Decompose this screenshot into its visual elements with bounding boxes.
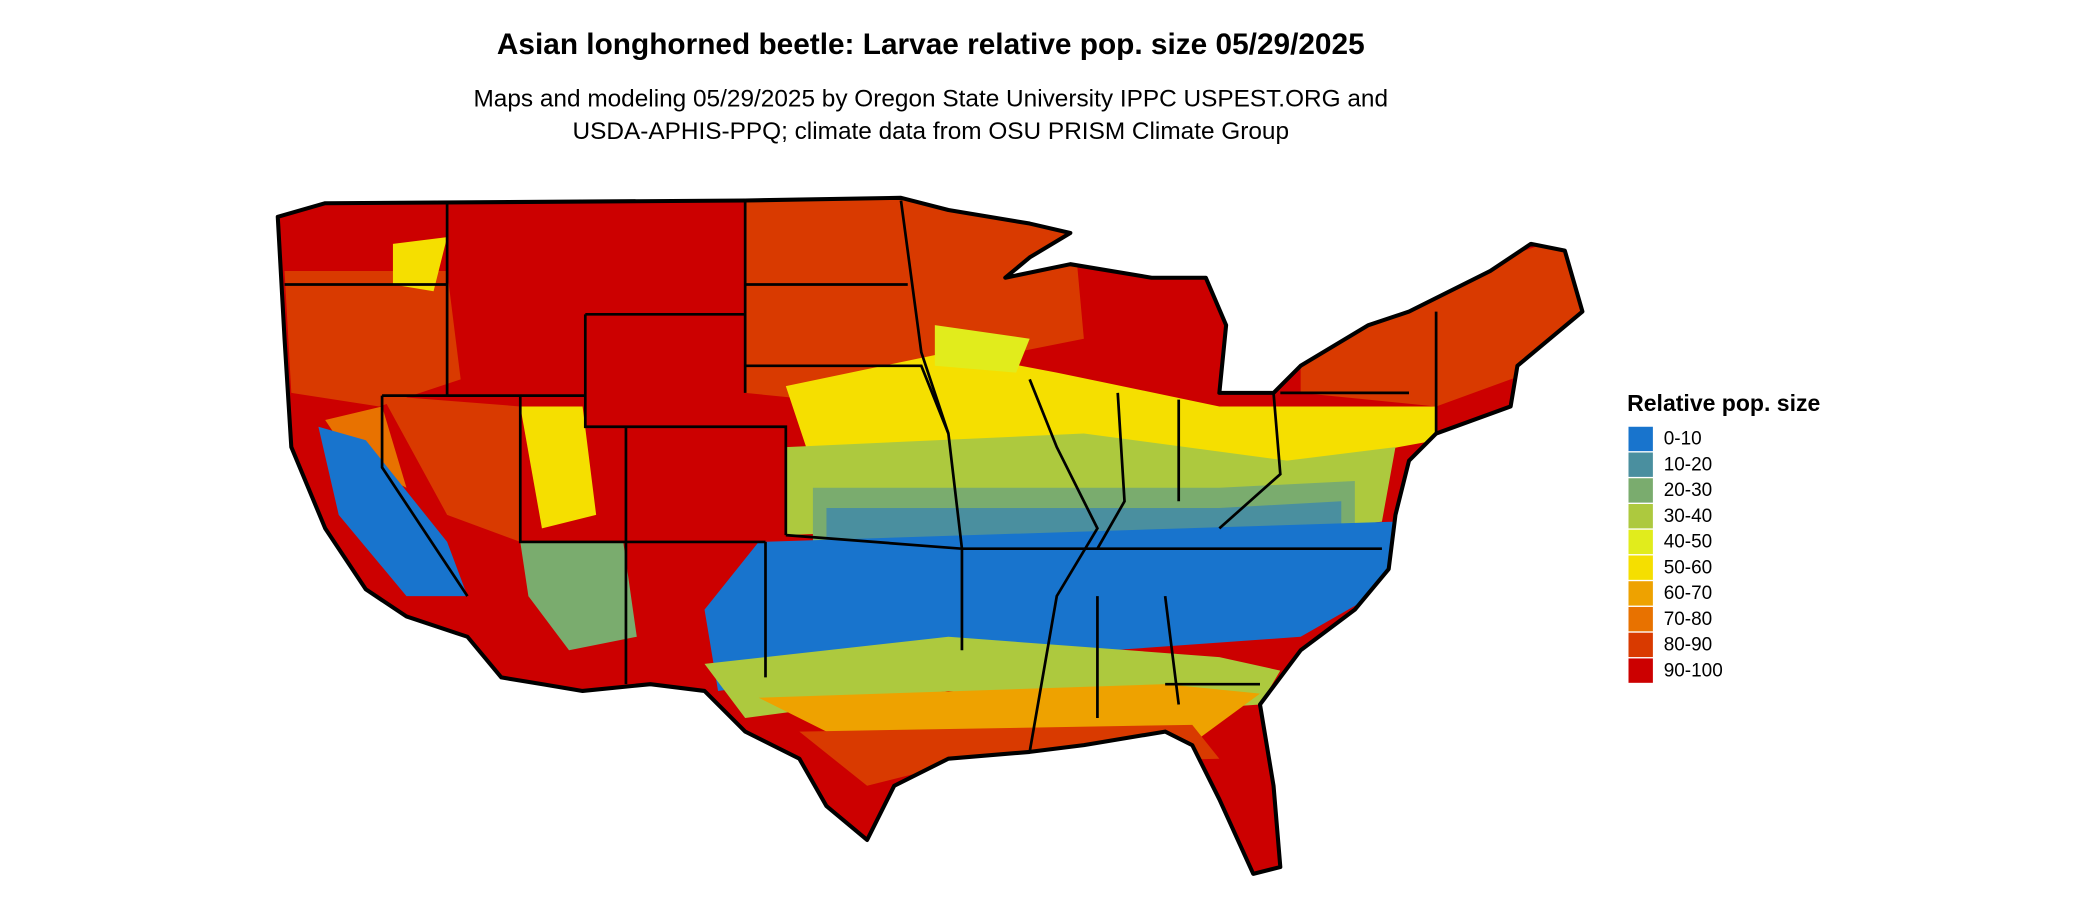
map-subtitle: Maps and modeling 05/29/2025 by Oregon S… [474,86,1389,113]
legend-swatch [1628,503,1653,529]
state-border [1218,392,1282,530]
state-borders [284,200,1438,753]
risk-zone [520,406,597,529]
legend-label: 50-60 [1664,557,1712,578]
risk-zone [520,541,637,651]
us-outline [275,195,1585,876]
legend-label: 90-100 [1664,660,1723,681]
legend-swatch [1628,478,1653,503]
legend-label: 60-70 [1664,583,1712,604]
legend-label: 80-90 [1664,635,1712,656]
legend-label: 40-50 [1664,532,1712,553]
risk-zone [392,237,448,292]
map-title: Asian longhorned beetle: Larvae relative… [497,28,1365,61]
legend-swatch [1628,529,1653,555]
legend-title: Relative pop. size [1627,390,1820,416]
risk-zone [318,426,468,597]
state-border [745,364,950,435]
legend-swatch [1628,426,1653,452]
legend: 0-10 10-20 20-30 30-40 40-50 50-60 60-70 70-80 8… [1628,426,1723,683]
legend-swatch [1628,658,1653,683]
state-border [380,395,469,597]
state-border [1096,392,1126,550]
state-border [583,314,788,536]
risk-zone [382,395,521,542]
legend-swatch [1628,581,1653,606]
legend-label: 10-20 [1664,454,1712,475]
map-area [277,197,1583,874]
legend-label: 0-10 [1664,429,1702,450]
legend-label: 20-30 [1664,480,1712,501]
risk-zone [934,325,1030,373]
state-border [899,200,964,549]
legend-swatch [1628,632,1653,658]
state-border [1163,595,1181,705]
risk-zone [284,270,461,407]
state-border [1028,378,1099,753]
legend-label: 70-80 [1664,609,1712,630]
risk-zone [1300,230,1583,407]
legend-swatch [1628,606,1653,632]
legend-label: 30-40 [1664,506,1712,527]
legend-swatch [1628,555,1653,580]
legend-swatch [1628,452,1653,477]
map-subtitle: USDA-APHIS-PPQ; climate data from OSU PR… [573,118,1290,145]
state-border [518,395,766,544]
